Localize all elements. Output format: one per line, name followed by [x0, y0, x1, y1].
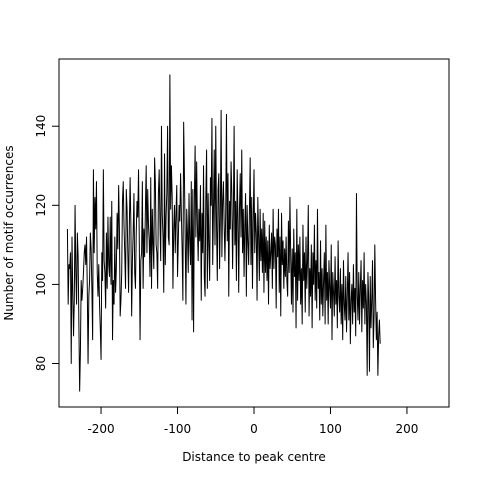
series-line — [66, 74, 381, 392]
y-tick-label: 140 — [34, 115, 48, 138]
x-tick-label: -100 — [164, 422, 191, 436]
x-tick-label: -200 — [87, 422, 114, 436]
x-tick-label: 0 — [250, 422, 258, 436]
x-tick-label: 200 — [395, 422, 418, 436]
y-axis-label: Number of motif occurrences — [2, 145, 16, 320]
y-tick-label: 100 — [34, 273, 48, 296]
x-tick-label: 100 — [319, 422, 342, 436]
y-tick-label: 120 — [34, 194, 48, 217]
y-axis: 80 100 120 140 — [34, 115, 59, 371]
x-axis-label: Distance to peak centre — [182, 450, 326, 464]
x-axis: -200 -100 0 100 200 — [87, 407, 418, 436]
y-tick-label: 80 — [34, 356, 48, 371]
